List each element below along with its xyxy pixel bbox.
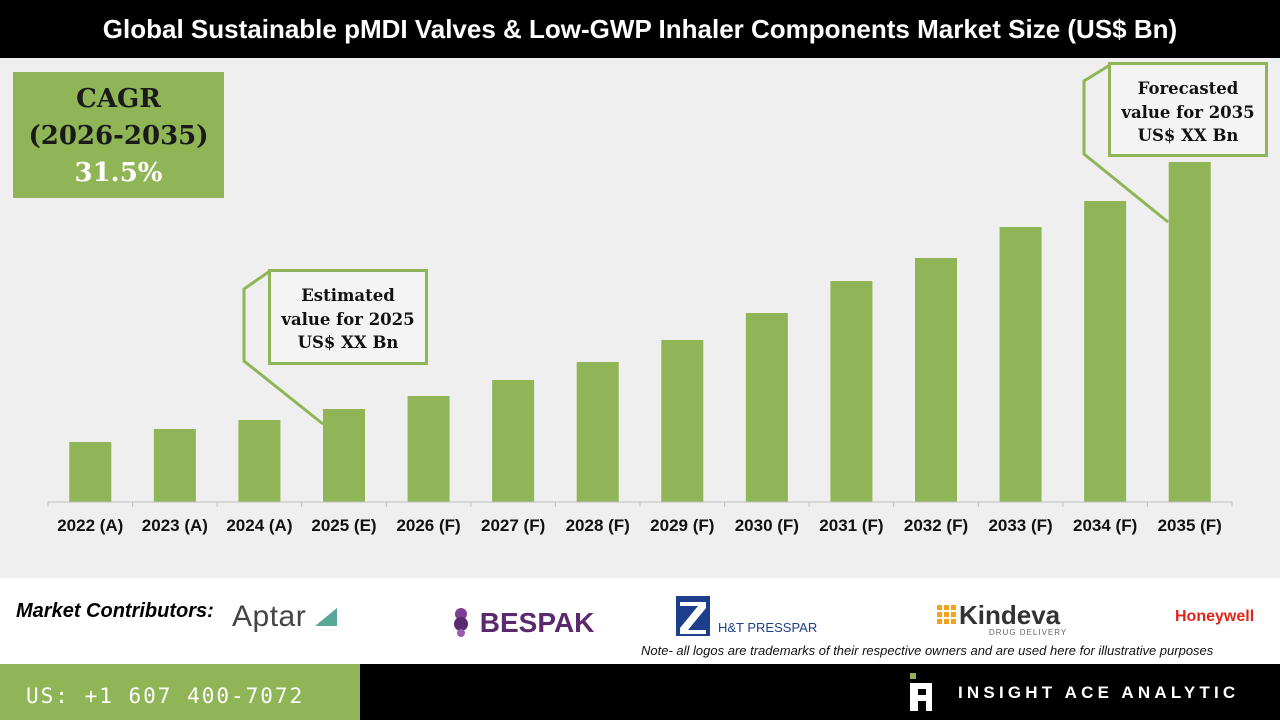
bar-2032-f	[915, 258, 957, 502]
bespak-logo: BESPAK	[452, 606, 594, 639]
cagr-value: 31.5%	[74, 158, 163, 188]
x-tick-label: 2031 (F)	[819, 516, 883, 535]
bar-2022-a	[69, 442, 112, 502]
bespak-logo-text: BESPAK	[479, 607, 595, 638]
x-tick-label: 2022 (A)	[57, 516, 123, 535]
phone-number: US: +1 607 400-7072	[26, 684, 305, 708]
x-tick-label: 2028 (F)	[566, 516, 630, 535]
kindeva-logo-subtext: DRUG DELIVERY	[989, 628, 1068, 637]
bar-2029-f	[661, 340, 704, 502]
x-tick-label: 2034 (F)	[1073, 516, 1137, 535]
insight-ace-logo-icon	[910, 673, 932, 711]
bar-2033-f	[999, 227, 1042, 502]
x-tick-label: 2035 (F)	[1158, 516, 1222, 535]
cagr-badge: CAGR (2026-2035) 31.5%	[13, 72, 224, 198]
bar-2035-f	[1168, 162, 1211, 502]
callout-2025-connector	[242, 269, 324, 426]
x-tick-label: 2032 (F)	[904, 516, 968, 535]
bar-2030-f	[745, 313, 788, 502]
callout-forecasted-2035: Forecasted value for 2035 US$ XX Bn	[1108, 62, 1268, 157]
aptar-mark-icon	[315, 608, 338, 626]
x-tick-label: 2027 (F)	[481, 516, 545, 535]
ht-presspar-logo: H&T PRESSPAR	[676, 596, 826, 640]
aptar-logo-text: Aptar	[232, 600, 307, 633]
bar-2024-a	[238, 420, 281, 502]
brand-name: INSIGHT ACE ANALYTIC	[958, 683, 1240, 702]
kindeva-logo-text: Kindeva	[959, 600, 1061, 630]
x-tick-label: 2029 (F)	[650, 516, 714, 535]
contributors-label: Market Contributors:	[16, 600, 214, 622]
callout-2035-connector	[1082, 63, 1169, 224]
x-ticks-group	[47, 502, 1233, 507]
aptar-logo: Aptar	[232, 600, 339, 634]
market-contributors-section: Market Contributors: Aptar BESPAK H&T PR…	[0, 578, 1280, 664]
bar-2023-a	[153, 429, 196, 502]
bespak-mark-icon	[454, 608, 468, 637]
ht-presspar-mark-icon	[676, 596, 710, 636]
footer-brand: INSIGHT ACE ANALYTIC	[360, 664, 1280, 720]
footer-contact: US: +1 607 400-7072	[0, 664, 360, 720]
callout-line: US$ XX Bn	[297, 333, 399, 352]
chart-title: Global Sustainable pMDI Valves & Low-GWP…	[0, 0, 1280, 58]
x-tick-label: 2023 (A)	[142, 516, 208, 535]
x-tick-label: 2024 (A)	[226, 516, 292, 535]
bars-group	[69, 162, 1211, 502]
bar-2028-f	[576, 362, 619, 502]
x-tick-label: 2033 (F)	[988, 516, 1052, 535]
x-tick-labels-group: 2022 (A) 2023 (A) 2024 (A) 2025 (E) 2026 (F)…	[57, 516, 1222, 535]
kindeva-logo: Kindeva DRUG DELIVERY	[937, 600, 1066, 640]
callout-line: value for 2035	[1121, 102, 1255, 122]
trademark-note: Note- all logos are trademarks of their …	[641, 643, 1214, 658]
bar-2025-e	[323, 409, 365, 502]
callout-line: value for 2025	[281, 309, 415, 329]
bar-2034-f	[1084, 201, 1127, 502]
cagr-period: (2026-2035)	[28, 121, 209, 151]
bar-chart: 2022 (A) 2023 (A) 2024 (A) 2025 (E) 2026 (F)…	[47, 63, 1233, 535]
cagr-label: CAGR	[76, 84, 161, 114]
ht-presspar-logo-text: H&T PRESSPAR	[718, 620, 818, 635]
kindeva-mark-icon	[937, 605, 956, 624]
callout-estimated-2025: Estimated value for 2025 US$ XX Bn	[268, 269, 428, 365]
x-tick-label: 2025 (E)	[311, 516, 376, 535]
callout-line: Estimated	[301, 286, 395, 305]
bar-2027-f	[492, 380, 535, 502]
x-tick-label: 2030 (F)	[735, 516, 799, 535]
bar-2026-f	[407, 396, 450, 502]
x-tick-label: 2026 (F)	[396, 516, 460, 535]
honeywell-logo: Honeywell	[1175, 608, 1255, 625]
bar-2031-f	[830, 281, 873, 502]
chart-area: 2022 (A) 2023 (A) 2024 (A) 2025 (E) 2026 (F)…	[0, 58, 1280, 578]
callout-line: Forecasted	[1137, 79, 1239, 98]
callout-line: US$ XX Bn	[1137, 126, 1239, 145]
